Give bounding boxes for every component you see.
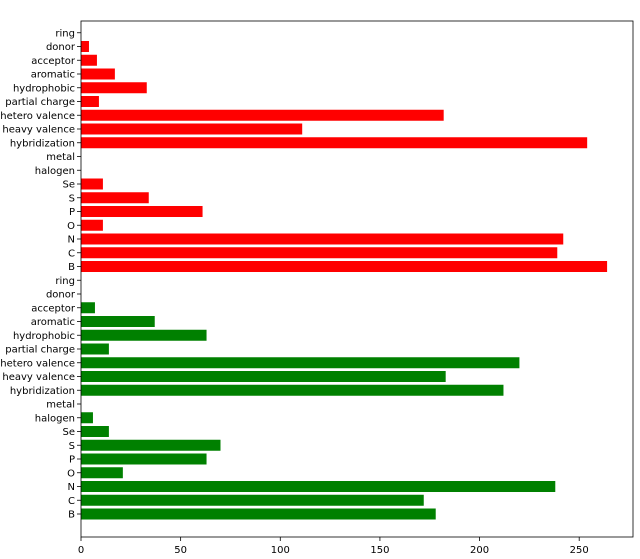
y-tick-label: heavy valence bbox=[2, 125, 75, 136]
y-tick-label: donor bbox=[46, 290, 76, 301]
bar-hybridization bbox=[81, 137, 588, 149]
bar-hetero-valence bbox=[81, 357, 520, 369]
bar-partial-charge bbox=[81, 343, 109, 355]
plot-frame bbox=[80, 20, 634, 538]
y-tick-label: aromatic bbox=[31, 70, 75, 81]
y-tick-label: acceptor bbox=[31, 56, 76, 67]
y-tick-label: N bbox=[68, 235, 75, 246]
bar-se bbox=[81, 426, 109, 437]
y-tick-label: B bbox=[68, 262, 75, 273]
bar-s bbox=[81, 439, 221, 451]
y-tick-label: halogen bbox=[35, 413, 75, 424]
bar-c bbox=[81, 247, 558, 259]
y-tick-label: Se bbox=[63, 180, 76, 191]
y-tick-label: metal bbox=[46, 400, 75, 411]
bar-halogen bbox=[81, 412, 93, 424]
y-tick-label: hydrophobic bbox=[13, 331, 75, 342]
bars-layer bbox=[81, 41, 608, 520]
x-tick-label: 50 bbox=[174, 545, 187, 556]
y-tick-label: hybridization bbox=[10, 386, 75, 397]
bar-o bbox=[81, 219, 103, 231]
y-tick-label: P bbox=[69, 455, 75, 466]
y-tick-label: N bbox=[68, 482, 75, 493]
bar-p bbox=[81, 453, 207, 465]
x-tick-label: 0 bbox=[78, 545, 84, 556]
y-tick-label: O bbox=[67, 468, 75, 479]
y-tick-label: hetero valence bbox=[0, 358, 75, 369]
x-axis: 0 50 100 150 200 250 bbox=[78, 537, 589, 556]
y-tick-label: partial charge bbox=[5, 97, 75, 108]
bar-acceptor bbox=[81, 302, 95, 314]
x-tick-label: 250 bbox=[570, 545, 589, 556]
y-tick-label: ring bbox=[55, 276, 75, 287]
y-tick-label: hydrophobic bbox=[13, 83, 75, 94]
bar-c bbox=[81, 494, 424, 506]
y-tick-label: S bbox=[69, 193, 75, 204]
bar-se bbox=[81, 178, 103, 190]
x-tick-label: 100 bbox=[271, 545, 290, 556]
y-tick-label: aromatic bbox=[31, 317, 75, 328]
bar-o bbox=[81, 467, 123, 479]
y-tick-label: C bbox=[68, 496, 75, 507]
bar-heavy-valence bbox=[81, 371, 446, 382]
y-tick-label: donor bbox=[46, 42, 76, 53]
y-tick-label: Se bbox=[63, 427, 76, 438]
bar-partial-charge bbox=[81, 96, 99, 107]
x-tick-label: 200 bbox=[470, 545, 489, 556]
bar-aromatic bbox=[81, 316, 155, 327]
y-tick-label: C bbox=[68, 248, 75, 259]
bar-b bbox=[81, 508, 436, 520]
bar-heavy-valence bbox=[81, 123, 303, 135]
y-tick-label: hybridization bbox=[10, 138, 75, 149]
y-tick-label: hetero valence bbox=[0, 111, 75, 122]
bar-n bbox=[81, 481, 556, 492]
y-tick-label: ring bbox=[55, 28, 75, 39]
bar-hydrophobic bbox=[81, 329, 207, 341]
y-tick-label: S bbox=[69, 441, 75, 452]
bar-hybridization bbox=[81, 384, 504, 396]
x-tick-label: 150 bbox=[370, 545, 389, 556]
bar-hydrophobic bbox=[81, 82, 147, 94]
y-tick-label: metal bbox=[46, 152, 75, 163]
y-tick-label: B bbox=[68, 510, 75, 521]
y-tick-label: halogen bbox=[35, 166, 75, 177]
bar-s bbox=[81, 192, 149, 204]
y-tick-label: partial charge bbox=[5, 345, 75, 356]
y-tick-label: acceptor bbox=[31, 303, 76, 314]
bar-n bbox=[81, 233, 564, 245]
y-tick-label: P bbox=[69, 207, 75, 218]
bar-aromatic bbox=[81, 68, 115, 80]
y-tick-label: heavy valence bbox=[2, 372, 75, 383]
bar-hetero-valence bbox=[81, 109, 444, 121]
bar-donor bbox=[81, 41, 89, 52]
bar-acceptor bbox=[81, 54, 97, 66]
bar-b bbox=[81, 261, 608, 272]
bar-p bbox=[81, 206, 203, 217]
y-tick-label: O bbox=[67, 221, 75, 232]
